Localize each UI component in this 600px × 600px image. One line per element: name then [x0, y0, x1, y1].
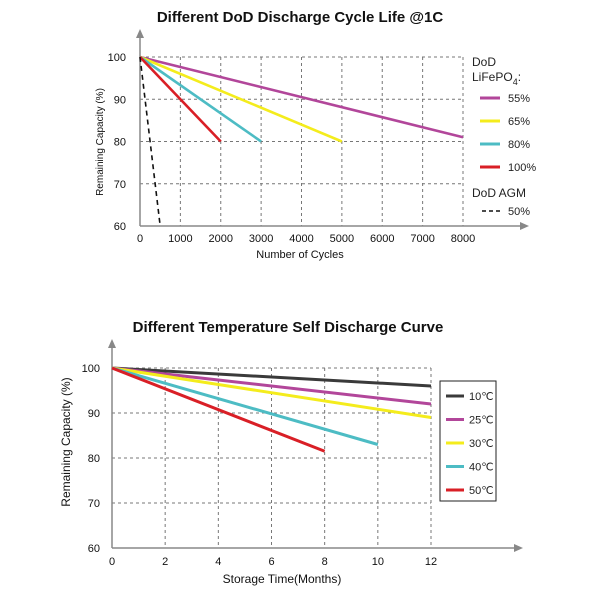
- x-axis-label: Storage Time(Months): [223, 572, 342, 586]
- y-axis-arrow: [136, 29, 144, 38]
- x-tick-label: 6: [268, 556, 274, 568]
- y-tick-label: 80: [88, 453, 100, 465]
- legend-label: 40℃: [469, 462, 494, 474]
- y-tick-label: 60: [114, 221, 126, 233]
- axes: [136, 29, 529, 230]
- x-tick-label: 8: [322, 556, 328, 568]
- series-line-50: [140, 57, 160, 226]
- x-tick-label: 12: [425, 556, 437, 568]
- legend-label: 25℃: [469, 415, 494, 427]
- y-tick-label: 60: [88, 543, 100, 555]
- y-tick-label: 70: [88, 498, 100, 510]
- legend-title: DoD: [472, 55, 496, 69]
- legend: 10℃ 25℃ 30℃ 40℃ 50℃: [440, 381, 496, 501]
- x-tick-label: 4: [215, 556, 221, 568]
- x-tick-label: 0: [109, 556, 115, 568]
- x-tick-label: 5000: [330, 233, 354, 245]
- legend-label: 50℃: [469, 485, 494, 497]
- legend-label: 55%: [508, 93, 530, 105]
- legend-label: 100%: [508, 162, 536, 174]
- x-tick-label: 10: [372, 556, 384, 568]
- x-axis-arrow: [520, 222, 529, 230]
- chart-title: Different Temperature Self Discharge Cur…: [133, 319, 444, 336]
- chart-2: Different Temperature Self Discharge Cur…: [59, 319, 523, 586]
- legend-group2-title: DoD AGM: [472, 186, 526, 200]
- x-tick-label: 0: [137, 233, 143, 245]
- x-tick-label: 4000: [289, 233, 313, 245]
- chart-title: Different DoD Discharge Cycle Life @1C: [157, 9, 444, 26]
- y-tick-label: 100: [82, 363, 100, 375]
- legend-label: 50%: [508, 206, 530, 218]
- legend-label: 65%: [508, 116, 530, 128]
- x-tick-label: 8000: [451, 233, 475, 245]
- charts-canvas: Different DoD Discharge Cycle Life @1C 0 1…: [0, 0, 600, 600]
- legend-subtitle-suffix: :: [518, 70, 521, 84]
- grid: [112, 368, 431, 548]
- x-tick-label: 2: [162, 556, 168, 568]
- x-tick-label: 6000: [370, 233, 394, 245]
- y-tick-label: 80: [114, 137, 126, 149]
- x-tick-label: 3000: [249, 233, 273, 245]
- y-axis-label: Remaining Capacity (%): [95, 88, 106, 196]
- y-tick-label: 70: [114, 179, 126, 191]
- legend-label: 30℃: [469, 438, 494, 450]
- chart-1: Different DoD Discharge Cycle Life @1C 0 1…: [95, 9, 536, 261]
- legend-label: 80%: [508, 139, 530, 151]
- y-tick-label: 90: [114, 94, 126, 106]
- x-axis-label: Number of Cycles: [256, 249, 344, 261]
- legend-subtitle: LiFePO4:: [472, 70, 521, 87]
- x-tick-label: 2000: [209, 233, 233, 245]
- y-axis-arrow: [108, 339, 116, 348]
- legend-subtitle-main: LiFePO: [472, 70, 513, 84]
- grid: [140, 57, 463, 226]
- legend-label: 10℃: [469, 391, 494, 403]
- y-axis-label: Remaining Capacity (%): [59, 377, 73, 506]
- y-tick-label: 100: [108, 52, 126, 64]
- x-tick-label: 1000: [168, 233, 192, 245]
- x-tick-label: 7000: [410, 233, 434, 245]
- x-axis-arrow: [514, 544, 523, 552]
- y-tick-label: 90: [88, 408, 100, 420]
